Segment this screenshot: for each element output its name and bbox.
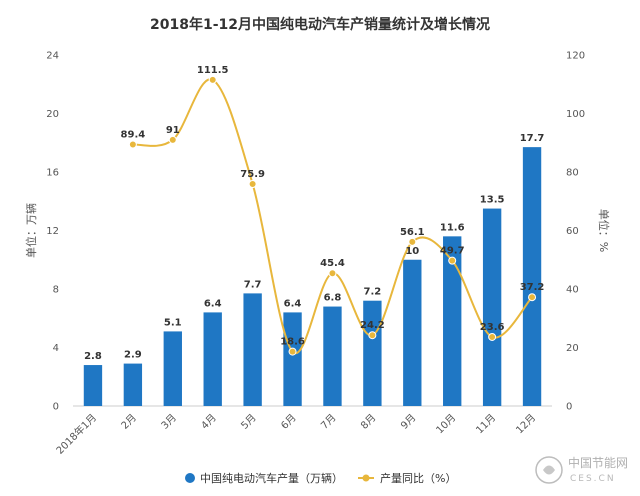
bar-value-label: 10	[405, 246, 419, 257]
line-point	[448, 256, 457, 265]
bar-value-label: 2.8	[84, 351, 102, 362]
y2-axis-tick-label: 40	[566, 285, 579, 296]
line-point	[488, 332, 497, 341]
legend-bar-marker	[185, 473, 195, 483]
y2-axis-tick-label: 0	[566, 402, 572, 413]
bar-value-label: 7.2	[364, 287, 382, 298]
y2-axis-tick-label: 60	[566, 226, 579, 237]
bar-value-label: 13.5	[480, 195, 505, 206]
y-axis-tick-label: 4	[53, 343, 59, 354]
y-axis-title: 单位：万辆	[24, 203, 38, 258]
x-axis-tick-label: 4月	[199, 412, 219, 432]
line-value-label: 111.5	[197, 65, 229, 76]
x-axis-tick-label: 6月	[279, 412, 299, 432]
bar	[123, 363, 143, 406]
line-point	[408, 237, 417, 246]
x-axis-tick-label: 8月	[358, 412, 378, 432]
y-axis-tick-label: 8	[53, 285, 59, 296]
y-axis-tick-label: 0	[53, 402, 59, 413]
bar-series	[83, 147, 542, 406]
y2-axis-title: 单位：%	[597, 209, 611, 252]
watermark-logo-icon	[535, 456, 563, 484]
watermark: 中国节能网 CES.CN	[535, 455, 628, 484]
legend-line-label: 产量同比（%）	[380, 471, 456, 485]
line-value-label: 56.1	[400, 227, 425, 238]
line-point	[248, 179, 257, 188]
line-value-label: 18.6	[280, 337, 305, 348]
line-value-label: 49.7	[440, 246, 465, 257]
line-value-label: 75.9	[240, 169, 265, 180]
x-axis-tick-label: 7月	[319, 412, 339, 432]
line-value-label: 24.2	[360, 320, 385, 331]
bar-value-label: 5.1	[164, 317, 182, 328]
line-point	[168, 135, 177, 144]
bar	[482, 208, 502, 406]
bar	[363, 300, 382, 406]
y-axis-tick-label: 24	[46, 51, 59, 62]
y-axis-tick-label: 12	[46, 226, 59, 237]
line-value-label: 37.2	[520, 282, 545, 293]
watermark-text: 中国节能网	[568, 455, 628, 470]
bar	[323, 306, 342, 406]
bar	[163, 331, 182, 406]
line-value-label: 91	[166, 125, 180, 136]
line-value-label: 23.6	[480, 322, 505, 333]
bar-value-label: 6.4	[204, 298, 222, 309]
x-axis-tick-label: 5月	[239, 412, 259, 432]
y2-axis-tick-label: 20	[566, 343, 579, 354]
x-axis-tick-label: 2月	[119, 412, 139, 432]
line-point	[128, 140, 137, 149]
bar	[403, 259, 422, 406]
bar	[203, 312, 222, 406]
x-axis-tick-label: 11月	[474, 412, 499, 437]
watermark-sub: CES.CN	[570, 474, 616, 484]
x-axis-tick-label: 9月	[398, 412, 418, 432]
bar-value-label: 17.7	[520, 133, 545, 144]
x-axis-tick-label: 10月	[434, 412, 459, 437]
y2-axis-tick-label: 100	[566, 109, 585, 120]
legend-line-dot	[362, 474, 370, 482]
bar-value-label: 6.8	[324, 293, 342, 304]
bar-value-label: 2.9	[124, 350, 142, 361]
y-axis-tick-label: 16	[46, 168, 59, 179]
y2-axis-tick-label: 120	[566, 51, 585, 62]
bar	[283, 312, 302, 406]
line-series	[128, 75, 537, 356]
bar	[83, 365, 103, 406]
chart-title: 2018年1-12月中国纯电动汽车产销量统计及增长情况	[150, 16, 490, 33]
bar	[443, 236, 462, 406]
x-axis-tick-label: 12月	[514, 412, 539, 437]
bar-value-label: 6.4	[284, 298, 302, 309]
x-axis-tick-label: 2018年1月	[53, 411, 99, 457]
bar-value-label: 7.7	[244, 279, 262, 290]
line-point	[368, 331, 377, 340]
bar	[522, 147, 542, 406]
line-point	[528, 293, 537, 302]
line-value-label: 45.4	[320, 258, 345, 269]
y2-axis-tick-label: 80	[566, 168, 579, 179]
y-axis-tick-label: 20	[46, 109, 59, 120]
line-point	[328, 269, 337, 278]
line-point	[288, 347, 297, 356]
bar	[243, 293, 262, 406]
line-value-label: 89.4	[121, 130, 146, 141]
legend-bar-label: 中国纯电动汽车产量（万辆）	[200, 471, 343, 485]
bar-value-label: 11.6	[440, 222, 465, 233]
data-labels: 2.8 2.9 5.1 6.4 7.7 6.4 6.8 7.2 10 11.6 13.5 17.7 89…	[84, 65, 544, 362]
x-axis-tick-label: 3月	[159, 412, 179, 432]
legend: 中国纯电动汽车产量（万辆） 产量同比（%）	[185, 471, 456, 485]
line-point	[208, 75, 217, 84]
